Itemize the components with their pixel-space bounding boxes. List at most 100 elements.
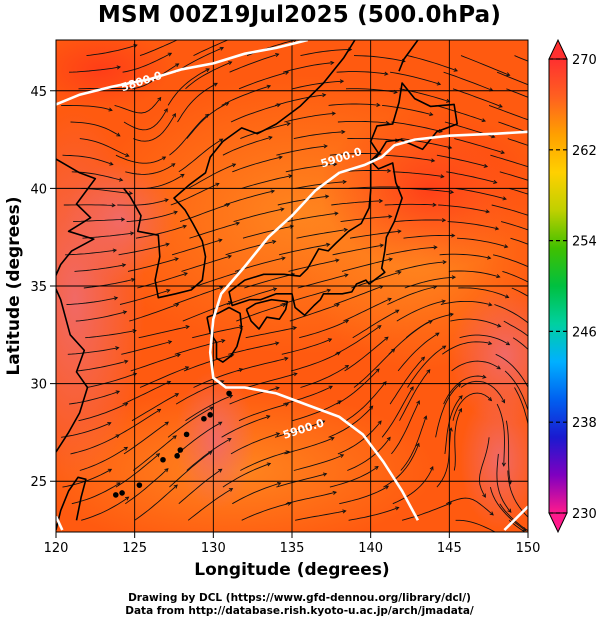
streamline: [335, 325, 382, 355]
streamline-arrow: [397, 270, 402, 275]
y-tick-label: 35: [30, 280, 47, 295]
streamline: [352, 309, 399, 339]
x-tick-label: 120: [44, 541, 69, 556]
streamline: [284, 112, 336, 123]
streamline: [78, 402, 128, 422]
streamline: [282, 62, 334, 73]
streamline-arrow: [377, 420, 382, 425]
streamline: [118, 243, 170, 256]
streamline: [438, 204, 490, 213]
streamline-arrow: [123, 446, 129, 451]
streamline: [62, 468, 112, 488]
streamline: [115, 453, 160, 488]
streamline: [300, 49, 352, 57]
streamline-arrow: [341, 129, 346, 135]
streamline: [237, 357, 288, 372]
streamline: [226, 288, 277, 305]
streamline-arrow: [116, 132, 121, 137]
streamline: [278, 243, 330, 256]
streamline: [344, 336, 389, 372]
streamline: [401, 502, 452, 521]
streamline-arrow: [111, 203, 116, 208]
streamline: [135, 225, 187, 239]
streamline: [221, 415, 270, 438]
streamline-arrow: [536, 329, 539, 332]
streamline: [339, 485, 389, 505]
streamline: [246, 373, 298, 388]
streamline: [138, 325, 190, 339]
streamline: [391, 400, 420, 455]
streamline: [404, 276, 456, 289]
streamline: [389, 356, 425, 405]
colorbar-body: [548, 58, 568, 514]
streamline-arrow: [436, 81, 442, 86]
streamline: [123, 421, 169, 455]
streamline-arrow: [496, 274, 501, 279]
streamline: [114, 409, 161, 438]
streamline-arrow: [388, 257, 393, 262]
streamline: [400, 416, 427, 471]
streamline: [285, 163, 337, 173]
streamline: [403, 234, 455, 239]
streamline-arrow: [442, 345, 447, 350]
streamline-arrow: [125, 153, 130, 157]
streamline: [508, 519, 526, 532]
streamline-arrow: [342, 179, 347, 184]
colorbar-top-arrow: [548, 38, 568, 60]
streamline-arrow: [174, 393, 180, 397]
streamline: [337, 120, 390, 124]
streamline: [192, 326, 243, 339]
streamline: [121, 341, 172, 355]
y-tick-label: 45: [30, 85, 47, 100]
streamline-arrow: [489, 511, 494, 516]
streamline: [452, 88, 503, 108]
streamline-arrow: [416, 400, 420, 405]
streamline-arrow: [266, 415, 271, 419]
streamline-arrow: [433, 245, 438, 250]
streamline: [185, 61, 232, 90]
streamline-arrow: [487, 255, 492, 260]
streamline-arrow: [387, 297, 392, 302]
streamline-arrow: [173, 484, 178, 489]
streamline-arrow: [220, 380, 225, 384]
streamline: [230, 104, 281, 123]
streamline: [382, 104, 433, 116]
streamline: [123, 108, 168, 131]
streamline-arrow: [529, 420, 532, 423]
streamline-arrow: [172, 435, 177, 440]
streamline: [491, 204, 528, 216]
streamline: [340, 215, 392, 223]
streamline-arrow: [449, 189, 455, 195]
streamline-arrow: [388, 214, 393, 219]
streamline: [74, 264, 126, 272]
streamline: [514, 55, 528, 62]
streamline: [436, 428, 452, 488]
coastline: [222, 40, 356, 143]
streamline: [436, 154, 488, 168]
coastline: [245, 298, 289, 330]
streamline: [488, 104, 528, 121]
streamline-arrow: [395, 506, 400, 511]
streamline: [510, 237, 528, 245]
island: [177, 447, 184, 453]
streamline: [229, 387, 280, 405]
streamline: [514, 387, 528, 427]
streamline: [489, 486, 527, 531]
streamline: [508, 187, 528, 195]
streamline: [86, 44, 138, 57]
streamline-arrow: [327, 338, 333, 343]
streamline-arrow: [109, 161, 114, 166]
y-axis: 25 30 35 40 45: [30, 85, 56, 490]
streamline-arrow: [449, 312, 454, 317]
streamline-arrow: [538, 217, 541, 220]
streamline-arrow: [507, 508, 512, 513]
streamline-arrow: [228, 61, 233, 66]
streamline-arrow: [215, 182, 220, 187]
streamline-arrow: [397, 229, 402, 234]
streamline: [131, 393, 179, 422]
streamline: [79, 446, 128, 471]
height-contour: [503, 505, 528, 531]
streamline: [85, 330, 137, 339]
streamline: [396, 300, 446, 322]
